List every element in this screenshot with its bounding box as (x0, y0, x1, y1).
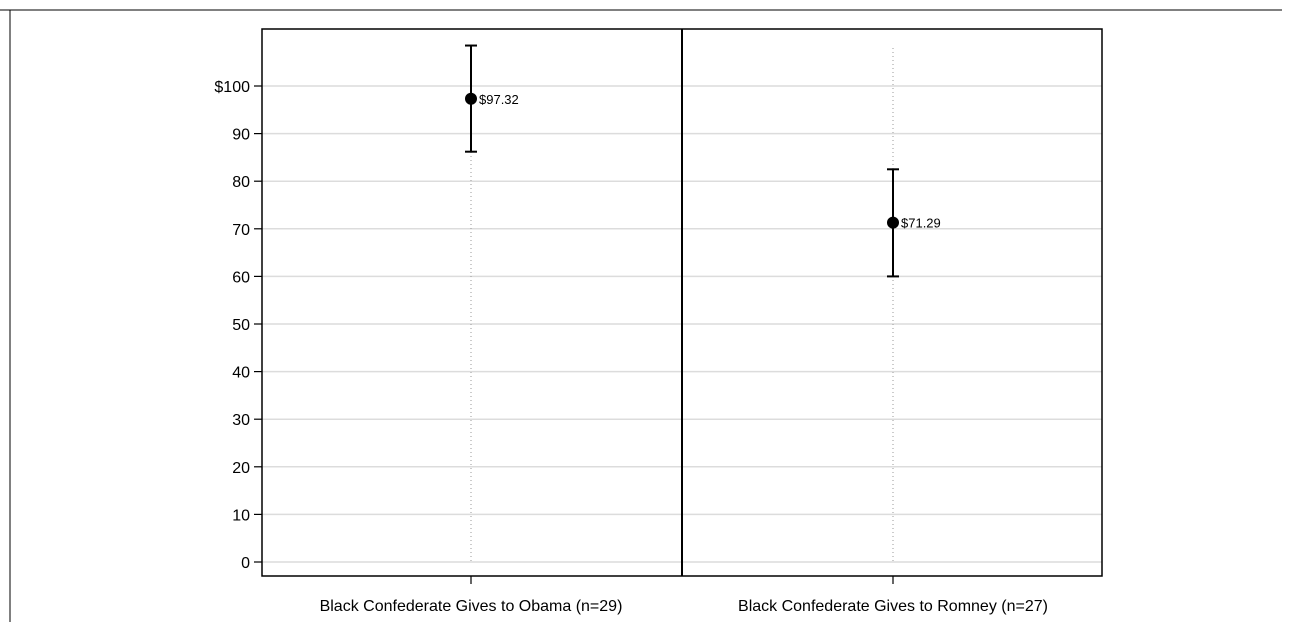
x-category-label-1: Black Confederate Gives to Obama (n=29) (320, 598, 623, 615)
y-tick-label-40: 40 (232, 365, 250, 382)
y-tick-label-50: 50 (232, 317, 250, 334)
guide-lines (470, 48, 894, 562)
data-point-1 (465, 92, 477, 105)
data-label-2: $71.29 (901, 216, 941, 231)
data-label-1: $97.32 (479, 92, 519, 107)
y-axis: 0 10 20 30 40 50 60 70 80 90 $100 (214, 79, 262, 572)
y-tick-label-100: $100 (214, 79, 250, 96)
y-tick-label-30: 30 (232, 412, 250, 429)
y-tick-label-0: 0 (241, 555, 250, 572)
point-marks: $97.32 $71.29 (465, 44, 941, 278)
y-tick-label-90: 90 (232, 127, 250, 144)
y-tick-label-20: 20 (232, 460, 250, 477)
x-category-label-2: Black Confederate Gives to Romney (n=27) (738, 598, 1048, 615)
y-tick-label-60: 60 (232, 269, 250, 286)
data-point-2 (887, 216, 899, 229)
y-tick-label-80: 80 (232, 174, 250, 191)
x-axis: Black Confederate Gives to Obama (n=29) B… (320, 576, 1048, 615)
y-tick-label-70: 70 (232, 222, 250, 239)
y-tick-label-10: 10 (232, 507, 250, 524)
